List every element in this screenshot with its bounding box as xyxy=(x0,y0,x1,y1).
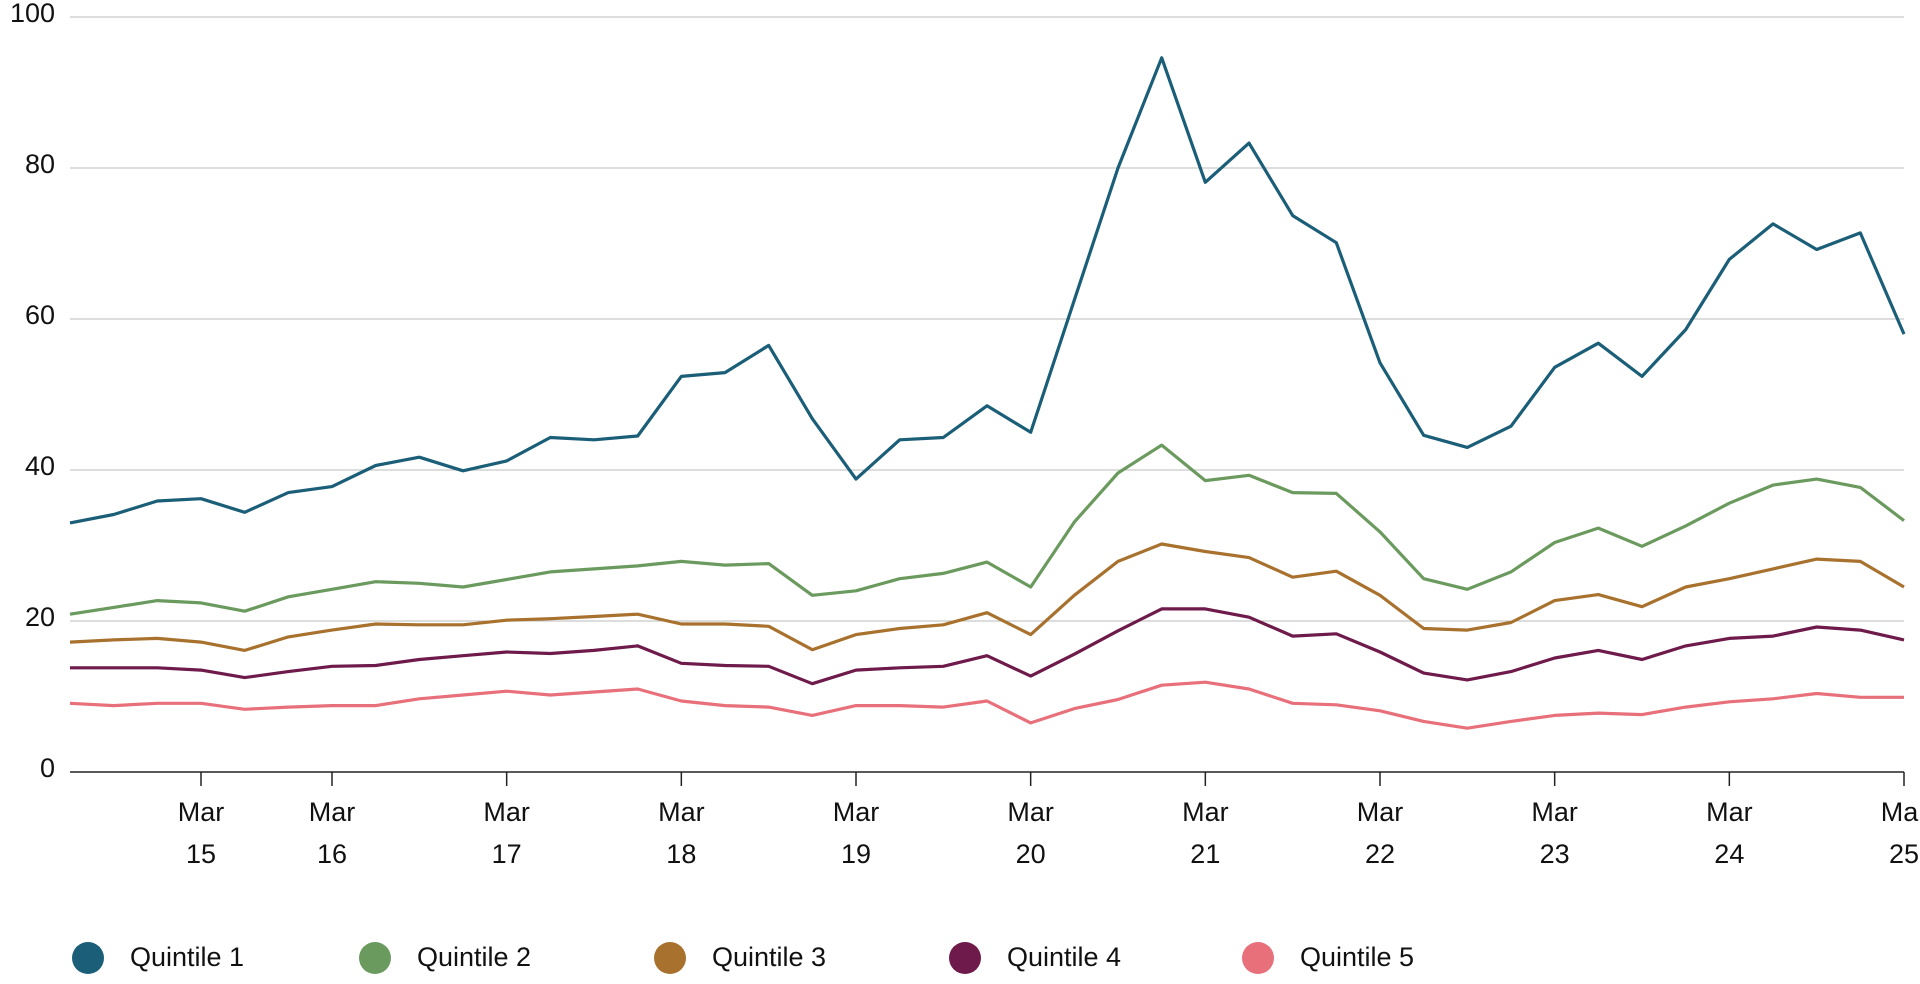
y-tick-label: 0 xyxy=(40,753,55,783)
legend-label: Quintile 3 xyxy=(712,942,826,972)
legend-swatch xyxy=(1242,942,1274,974)
x-tick-label: Mar 23 xyxy=(1531,797,1578,869)
x-tick-label: Mar 17 xyxy=(483,797,530,869)
y-tick-label: 40 xyxy=(25,451,55,481)
series-line xyxy=(70,607,1905,686)
legend-swatch xyxy=(654,942,686,974)
legend-swatch xyxy=(359,942,391,974)
legend-label: Quintile 2 xyxy=(417,942,531,972)
series-line xyxy=(69,443,1905,616)
y-tick-label: 20 xyxy=(25,602,55,632)
y-tick-label: 80 xyxy=(25,149,55,179)
legend-label: Quintile 4 xyxy=(1007,942,1121,972)
legend-label: Quintile 5 xyxy=(1300,942,1414,972)
x-tick-label: Mar 24 xyxy=(1706,797,1753,869)
x-tick-label: Mar 16 xyxy=(309,797,356,869)
x-tick-label: Mar 20 xyxy=(1007,797,1054,869)
legend-swatch xyxy=(949,942,981,974)
y-tick-label: 100 xyxy=(10,0,55,28)
x-tick-label: Mar 22 xyxy=(1357,797,1404,869)
legend-item: Quintile 5 xyxy=(1242,942,1414,974)
x-tick-label: Mar 15 xyxy=(178,797,225,869)
x-tick-label: Mar 19 xyxy=(833,797,880,869)
series-line xyxy=(69,680,1904,730)
x-tick-label: Mar 21 xyxy=(1182,797,1229,869)
legend-item: Quintile 1 xyxy=(72,942,244,974)
series-line xyxy=(69,542,1905,652)
legend-label: Quintile 1 xyxy=(130,942,244,972)
y-tick-label: 60 xyxy=(25,300,55,330)
legend-item: Quintile 3 xyxy=(654,942,826,974)
series-line xyxy=(69,56,1906,525)
legend-item: Quintile 4 xyxy=(949,942,1121,974)
x-tick-label: Mar25 xyxy=(1881,797,1920,869)
legend-item: Quintile 2 xyxy=(359,942,531,974)
x-tick-label: Mar 18 xyxy=(658,797,705,869)
legend-swatch xyxy=(72,942,104,974)
